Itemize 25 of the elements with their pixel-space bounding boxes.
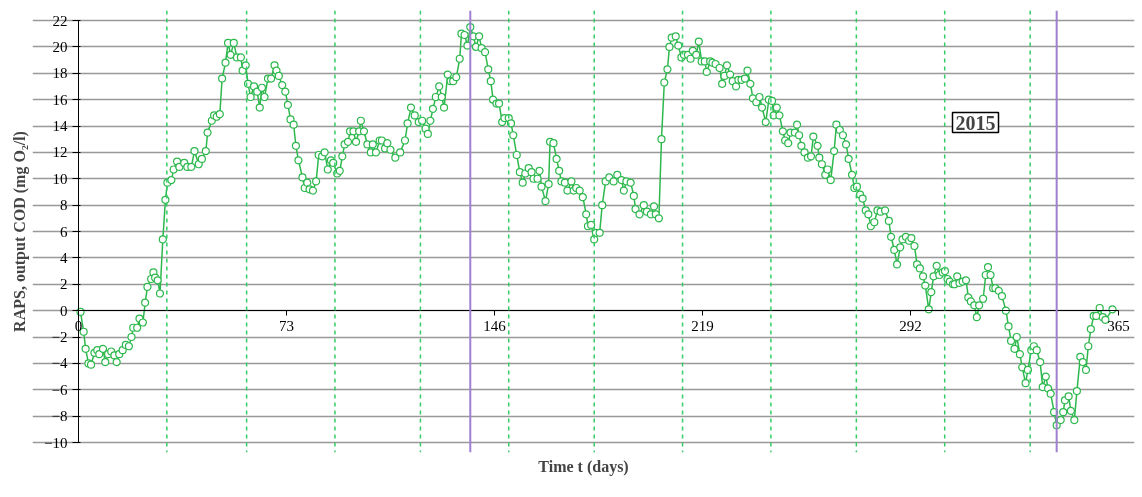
- y-tick-label: 18: [52, 65, 68, 82]
- y-tick-label: 2: [60, 276, 68, 293]
- y-tick-label: 12: [52, 144, 68, 161]
- y-tick-label: 16: [52, 91, 68, 108]
- y-tick-label: 14: [52, 118, 68, 134]
- y-axis-title: RAPS, output COD (mg O₂/l): [10, 131, 29, 332]
- x-tick-label: 73: [279, 317, 294, 334]
- y-tick-label: −6: [51, 381, 68, 398]
- x-tick-label: 146: [483, 317, 507, 334]
- y-tick-label: 20: [52, 38, 68, 55]
- y-tick-label: −8: [51, 408, 68, 425]
- y-tick-label: 10: [52, 170, 68, 187]
- y-tick-label: −4: [51, 355, 68, 372]
- x-axis-title: Time t (days): [538, 457, 629, 476]
- y-tick-label: 0: [60, 302, 68, 319]
- annotation: 2015: [955, 111, 996, 134]
- y-tick-label: 8: [60, 197, 68, 214]
- y-tick-label: −2: [51, 329, 68, 345]
- x-tick-label: 292: [899, 317, 922, 334]
- y-tick-label: 6: [60, 223, 68, 240]
- x-tick-label: 365: [1107, 317, 1130, 334]
- y-tick-label: 4: [60, 249, 68, 266]
- y-tick-label: −10: [44, 434, 68, 451]
- y-tick-label: 22: [52, 12, 68, 29]
- x-tick-label: 219: [691, 317, 714, 334]
